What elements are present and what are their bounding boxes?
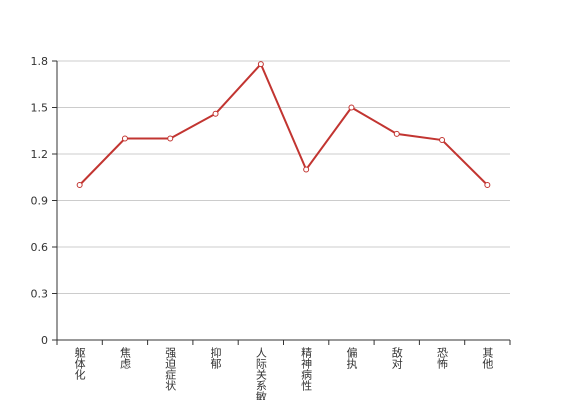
point: [303, 166, 310, 173]
y-tick-label: 1.2: [31, 148, 49, 161]
point: [393, 130, 400, 137]
point: [439, 137, 446, 144]
x-tick-label: 其他: [481, 347, 494, 369]
x-tick-label: 人际关系敏感: [254, 347, 267, 400]
x-tick-label: 恐怖: [436, 347, 449, 369]
point: [212, 110, 219, 117]
x-tick-label: 焦虑: [118, 347, 131, 369]
y-tick-label: 0.6: [31, 241, 49, 254]
point: [348, 104, 355, 111]
y-tick-label: 0.9: [31, 195, 49, 208]
y-tick-label: 1.5: [31, 102, 49, 115]
x-tick-label: 偏执: [345, 346, 358, 370]
point: [257, 61, 264, 68]
x-tick-label: 躯体化: [73, 347, 86, 381]
y-tick-label: 1.8: [31, 55, 49, 68]
point: [484, 182, 491, 188]
point: [167, 135, 174, 142]
y-tick-label: 0.3: [31, 288, 49, 301]
x-tick-label: 精神病性: [300, 347, 313, 392]
point: [121, 135, 128, 142]
line: [78, 62, 489, 186]
x-tick-label: 抑郁: [209, 346, 222, 369]
x-tick-label: 敌对: [390, 346, 403, 369]
x-tick-label: 强迫症状: [164, 347, 177, 391]
y-tick-label: 0: [41, 334, 48, 347]
point: [76, 182, 83, 188]
